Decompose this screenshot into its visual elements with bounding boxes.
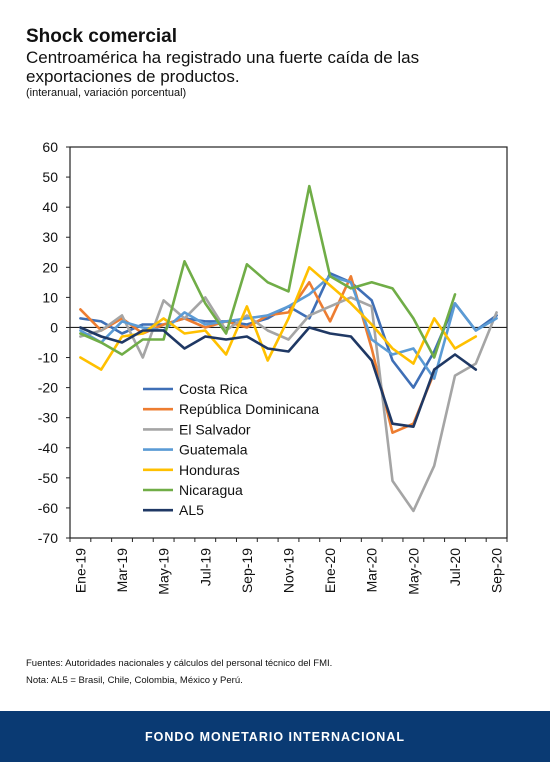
plot-frame <box>69 146 508 539</box>
y-tick-label: 60 <box>42 139 58 155</box>
source-note: Fuentes: Autoridades nacionales y cálcul… <box>26 658 333 669</box>
footer-label: FONDO MONETARIO INTERNACIONAL <box>144 729 405 744</box>
x-tick-label: Mar-20 <box>364 548 380 593</box>
legend-label-3: Guatemala <box>179 442 248 458</box>
x-tick-label: May-20 <box>405 548 421 595</box>
y-tick-label: -10 <box>38 350 58 366</box>
y-tick-label: -20 <box>38 380 58 396</box>
legend-label-1: República Dominicana <box>179 401 319 417</box>
y-tick-label: -30 <box>38 410 58 426</box>
legend-label-2: El Salvador <box>179 421 251 437</box>
x-tick-label: Mar-19 <box>114 548 130 593</box>
x-tick-label: Ene-19 <box>72 548 88 593</box>
abbreviation-note: Nota: AL5 = Brasil, Chile, Colombia, Méx… <box>26 675 243 686</box>
chart-subtitle: Centroamérica ha registrado una fuerte c… <box>26 48 420 86</box>
x-tick-label: Jul-19 <box>197 548 213 586</box>
x-tick-label: Ene-20 <box>322 548 338 593</box>
y-tick-label: 0 <box>50 319 58 335</box>
x-tick-label: Sep-19 <box>239 548 255 593</box>
line-chart: 60 50 40 30 20 10 0 -10 -20 -30 -40 -50 -60 -70 Ene-19… <box>38 139 508 595</box>
y-tick-label: -70 <box>38 530 58 546</box>
y-tick-label: 30 <box>42 229 58 245</box>
y-tick-label: -40 <box>38 440 58 456</box>
footer-bar: FONDO MONETARIO INTERNACIONAL <box>0 711 550 762</box>
legend-label-0: Costa Rica <box>179 381 248 397</box>
y-tick-label: 10 <box>42 289 58 305</box>
series-line-6 <box>79 326 478 428</box>
chart-notes: Fuentes: Autoridades nacionales y cálcul… <box>26 655 332 689</box>
series-line-5 <box>79 184 457 359</box>
series-line-4 <box>79 266 478 371</box>
y-tick-label: -50 <box>38 470 58 486</box>
chart-title: Shock comercial <box>26 26 178 47</box>
chart-units: (interanual, variación porcentual) <box>26 87 187 99</box>
x-tick-label: Sep-20 <box>489 548 505 593</box>
x-tick-label: May-19 <box>156 548 172 595</box>
x-tick-label: Jul-20 <box>447 548 463 586</box>
y-tick-label: -60 <box>38 500 58 516</box>
x-tick-label: Nov-19 <box>281 548 297 593</box>
legend-label-5: Nicaragua <box>179 482 243 498</box>
y-tick-label: 40 <box>42 199 58 215</box>
legend-label-4: Honduras <box>179 462 240 478</box>
y-tick-label: 20 <box>42 259 58 275</box>
legend-label-6: AL5 <box>179 502 204 518</box>
y-tick-label: 50 <box>42 169 58 185</box>
